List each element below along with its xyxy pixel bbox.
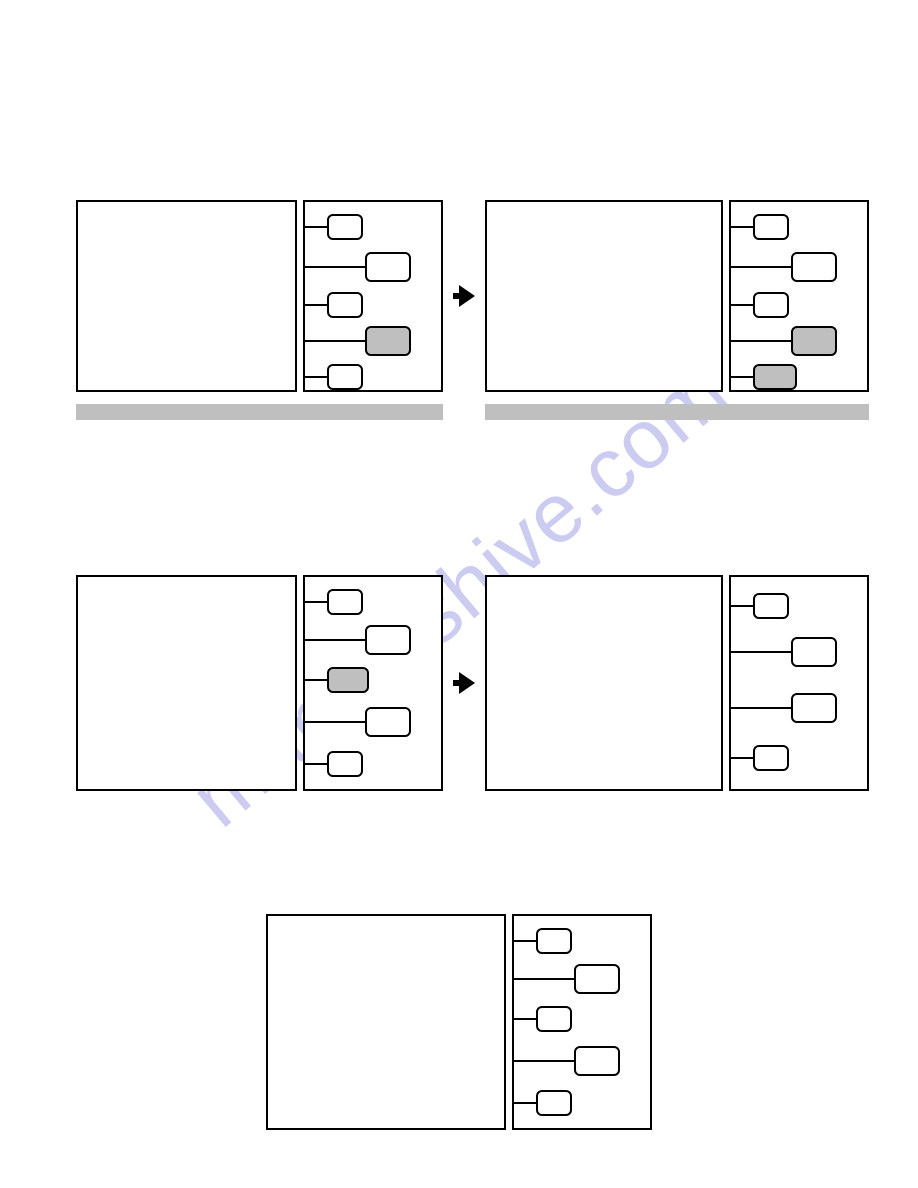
row1-left-panel (76, 200, 443, 420)
menu-item (731, 637, 837, 667)
menu-item (514, 1090, 572, 1116)
menu-item (731, 593, 789, 619)
arrow-icon (459, 672, 475, 694)
row3-center-main (266, 914, 506, 1130)
menu-item (305, 326, 411, 356)
row3-center-panel (266, 914, 652, 1130)
menu-item (305, 589, 363, 615)
menu-item (305, 292, 363, 318)
row1-left-menu (303, 200, 443, 392)
menu-item (731, 326, 837, 356)
row-3 (266, 914, 652, 1130)
row1-left-main (76, 200, 297, 392)
menu-item (514, 1006, 572, 1032)
menu-item (514, 1046, 620, 1076)
menu-item (305, 667, 369, 693)
row-1 (76, 200, 869, 420)
row1-right-statusbar (485, 404, 869, 420)
menu-item (731, 745, 789, 771)
row1-right-menu (729, 200, 869, 392)
row2-right-menu (729, 575, 869, 791)
row2-left-menu (303, 575, 443, 791)
menu-item (305, 707, 411, 737)
menu-item (305, 214, 363, 240)
arrow-icon (459, 285, 475, 307)
row2-left-main (76, 575, 297, 791)
menu-item (514, 964, 620, 994)
menu-item (731, 252, 837, 282)
menu-item (731, 364, 797, 390)
menu-item (731, 693, 837, 723)
menu-item (731, 214, 789, 240)
row2-right-main (485, 575, 723, 791)
menu-item (305, 252, 411, 282)
menu-item (514, 928, 572, 954)
menu-item (305, 625, 411, 655)
row2-right-panel (485, 575, 869, 791)
row-2 (76, 575, 869, 791)
row1-right-panel (485, 200, 869, 420)
menu-item (305, 364, 363, 390)
row1-right-main (485, 200, 723, 392)
row3-center-menu (512, 914, 652, 1130)
menu-item (305, 751, 363, 777)
row1-left-statusbar (76, 404, 443, 420)
row2-left-panel (76, 575, 443, 791)
menu-item (731, 292, 789, 318)
